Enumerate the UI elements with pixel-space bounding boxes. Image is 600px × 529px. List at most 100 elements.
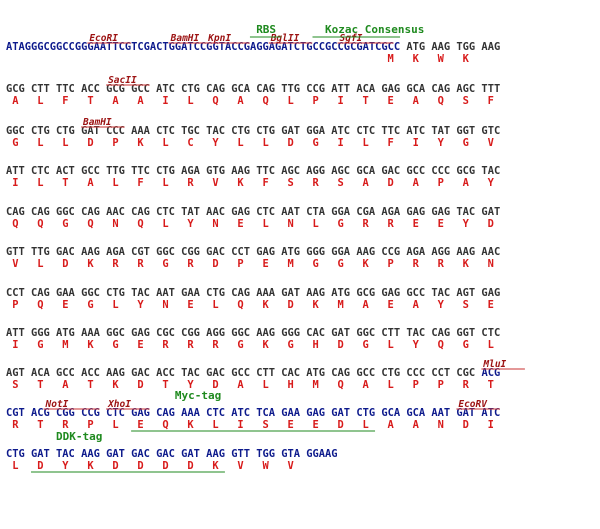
amino-acid: A bbox=[363, 299, 370, 311]
amino-acid: N bbox=[287, 218, 293, 230]
amino-acid: M bbox=[388, 53, 394, 65]
amino-acid: I bbox=[488, 419, 494, 431]
amino-acid: L bbox=[388, 379, 394, 391]
amino-acid: A bbox=[112, 95, 119, 107]
amino-acid: L bbox=[37, 177, 43, 189]
amino-acid: K bbox=[463, 258, 470, 270]
sequence-row-4: ATT CTC ACT GCC TTG TTC CTG AGA GTG AAG … bbox=[6, 165, 500, 177]
sequence-row-10: CGT ACG CGG CCG CTC GAG CAG AAA CTC ATC … bbox=[6, 407, 500, 419]
amino-acid: R bbox=[413, 258, 420, 270]
amino-acid: L bbox=[363, 419, 369, 431]
insert-sequence: CAG CAG GGC CAG AAC CAG CTC TAT AAC GAG … bbox=[6, 206, 500, 218]
amino-acid: I bbox=[12, 177, 18, 189]
insert-sequence: GCG CTT TTC ACC GCG GCC ATC CTG CAG GCA … bbox=[6, 83, 500, 95]
amino-acid: D bbox=[162, 460, 168, 472]
amino-acid: E bbox=[137, 339, 143, 351]
restriction-site-label: BglII bbox=[270, 33, 300, 44]
amino-acid: G bbox=[338, 218, 344, 230]
amino-acid: Y bbox=[137, 299, 144, 311]
amino-acid: L bbox=[112, 419, 118, 431]
sequence-row-9: AGT ACA GCC ACC AAG GAC ACC TAC GAC GCC … bbox=[6, 367, 500, 379]
amino-acid: L bbox=[37, 258, 43, 270]
amino-acid: L bbox=[363, 137, 369, 149]
feature-label: RBS bbox=[256, 23, 276, 36]
amino-acid: T bbox=[87, 95, 93, 107]
amino-acid: R bbox=[187, 339, 194, 351]
amino-acid: L bbox=[62, 137, 68, 149]
amino-acid: P bbox=[237, 258, 243, 270]
amino-acid: I bbox=[413, 137, 419, 149]
amino-acid: L bbox=[262, 379, 268, 391]
amino-acid: M bbox=[312, 379, 318, 391]
amino-acid: A bbox=[413, 177, 420, 189]
amino-acid: Q bbox=[87, 218, 93, 230]
amino-acid: I bbox=[162, 95, 168, 107]
amino-acid: P bbox=[438, 177, 444, 189]
amino-acid: Y bbox=[438, 299, 445, 311]
amino-acid: K bbox=[262, 299, 269, 311]
amino-acid: Q bbox=[12, 218, 18, 230]
amino-acid: A bbox=[137, 95, 144, 107]
amino-acid: L bbox=[37, 95, 43, 107]
amino-acid: R bbox=[62, 419, 69, 431]
amino-acid: L bbox=[287, 95, 293, 107]
amino-acid: D bbox=[212, 379, 218, 391]
amino-acid: D bbox=[62, 258, 68, 270]
amino-acid: R bbox=[12, 419, 19, 431]
amino-acid: R bbox=[187, 177, 194, 189]
amino-acid: L bbox=[162, 218, 168, 230]
amino-acid: N bbox=[162, 299, 168, 311]
amino-acid: D bbox=[287, 299, 293, 311]
amino-acid: Y bbox=[488, 177, 495, 189]
amino-acid: T bbox=[37, 419, 43, 431]
insert-sequence: ATG AAG TGG AAG bbox=[400, 41, 500, 53]
amino-acid: D bbox=[287, 137, 293, 149]
amino-acid: Q bbox=[162, 419, 168, 431]
amino-acid: P bbox=[87, 419, 93, 431]
restriction-site-label: SacII bbox=[108, 75, 137, 86]
amino-acid: R bbox=[438, 258, 445, 270]
sequence-row-11: CTG GAT TAC AAG GAT GAC GAC GAT AAG GTT … bbox=[6, 448, 338, 460]
plasmid-sequence: CGT ACG CGG CCG CTC GAG CAG AAA CTC ATC … bbox=[6, 407, 500, 419]
amino-acid: H bbox=[287, 379, 293, 391]
amino-acid: T bbox=[62, 177, 68, 189]
sequence-row-7: CCT CAG GAA GGC CTG TAC AAT GAA CTG CAG … bbox=[6, 287, 500, 299]
amino-acid: P bbox=[112, 137, 118, 149]
plasmid-sequence: ACG bbox=[481, 367, 500, 379]
amino-acid: A bbox=[363, 379, 370, 391]
amino-acid: R bbox=[388, 218, 395, 230]
amino-acid: G bbox=[463, 339, 469, 351]
amino-acid: M bbox=[287, 258, 293, 270]
amino-acid: L bbox=[312, 218, 318, 230]
amino-acid: D bbox=[112, 460, 118, 472]
amino-acid: L bbox=[12, 460, 18, 472]
amino-acid: D bbox=[137, 379, 143, 391]
amino-acid: L bbox=[37, 137, 43, 149]
amino-acid: G bbox=[112, 339, 118, 351]
amino-acid: T bbox=[37, 379, 43, 391]
amino-acid: R bbox=[212, 339, 219, 351]
insert-sequence: AGT ACA GCC ACC AAG GAC ACC TAC GAC GCC … bbox=[6, 367, 481, 379]
amino-acid: E bbox=[287, 419, 293, 431]
restriction-site-label: MluI bbox=[482, 359, 506, 370]
amino-acid: A bbox=[413, 419, 420, 431]
amino-acid: K bbox=[312, 299, 319, 311]
amino-acid: L bbox=[388, 339, 394, 351]
insert-sequence: GTT TTG GAC AAG AGA CGT GGC CGG GAC CCT … bbox=[6, 246, 500, 258]
amino-acid: I bbox=[12, 339, 18, 351]
amino-acid: N bbox=[112, 218, 118, 230]
restriction-site-label: EcoRI bbox=[89, 33, 118, 44]
amino-acid: S bbox=[12, 379, 18, 391]
amino-acid: G bbox=[237, 339, 243, 351]
amino-acid: Q bbox=[438, 95, 444, 107]
insert-sequence: CCT CAG GAA GGC CTG TAC AAT GAA CTG CAG … bbox=[6, 287, 500, 299]
amino-acid: A bbox=[87, 177, 94, 189]
amino-acid: A bbox=[12, 95, 19, 107]
amino-acid: Q bbox=[37, 299, 43, 311]
amino-acid: Y bbox=[187, 379, 194, 391]
amino-acid: G bbox=[312, 258, 318, 270]
amino-acid: D bbox=[187, 460, 193, 472]
amino-acid: L bbox=[112, 177, 118, 189]
amino-acid: S bbox=[262, 419, 268, 431]
